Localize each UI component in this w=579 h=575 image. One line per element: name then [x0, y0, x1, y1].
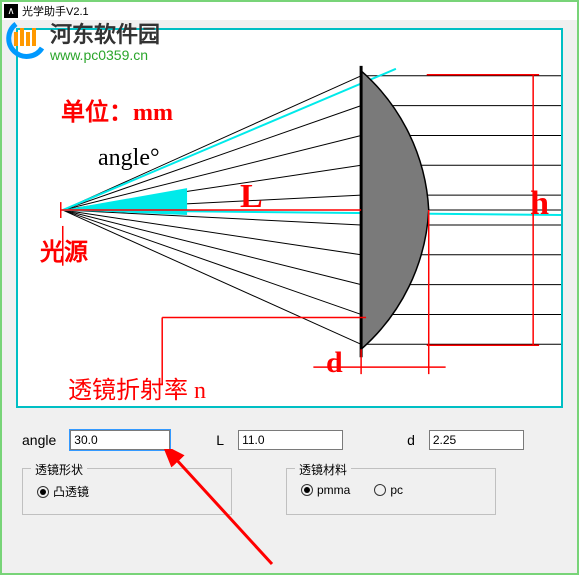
h-label: h	[530, 185, 549, 223]
radio-pmma[interactable]: pmma	[301, 483, 350, 497]
radio-pc-label: pc	[390, 483, 403, 497]
d-input-label: d	[407, 432, 415, 448]
watermark: 河东软件园 www.pc0359.cn	[6, 20, 196, 66]
radio-icon	[301, 484, 313, 496]
unit-label: 单位：mm	[61, 92, 173, 127]
lens-diagram: 单位：mm angle° L h d 光源 透镜折射率 n	[16, 28, 563, 408]
material-legend: 透镜材料	[295, 461, 351, 478]
bottom-row: 透镜形状 凸透镜 透镜材料 pmma pc	[22, 468, 557, 515]
d-label: d	[326, 346, 343, 380]
angle-label: angle°	[98, 145, 160, 172]
radio-pmma-label: pmma	[317, 483, 350, 497]
L-input[interactable]	[238, 430, 343, 450]
n-label: 透镜折射率 n	[68, 370, 206, 405]
d-input[interactable]	[429, 430, 524, 450]
material-fieldset: 透镜材料 pmma pc	[286, 468, 496, 515]
angle-input[interactable]	[70, 430, 170, 450]
shape-fieldset: 透镜形状 凸透镜	[22, 468, 232, 515]
source-label: 光源	[40, 232, 88, 267]
watermark-text: 河东软件园	[50, 22, 160, 47]
app-icon: ∧	[4, 4, 18, 18]
L-label: L	[240, 178, 263, 216]
L-input-label: L	[216, 432, 224, 448]
radio-convex-label: 凸透镜	[53, 483, 89, 500]
radio-icon	[374, 484, 386, 496]
radio-pc[interactable]: pc	[374, 483, 403, 497]
watermark-url: www.pc0359.cn	[49, 47, 148, 63]
window-title: 光学助手V2.1	[22, 3, 89, 19]
titlebar: ∧ 光学助手V2.1	[2, 2, 577, 20]
radio-convex[interactable]: 凸透镜	[37, 483, 89, 500]
radio-icon	[37, 486, 49, 498]
inputs-row: angle L d	[22, 430, 557, 450]
shape-legend: 透镜形状	[31, 461, 87, 478]
angle-input-label: angle	[22, 432, 56, 448]
